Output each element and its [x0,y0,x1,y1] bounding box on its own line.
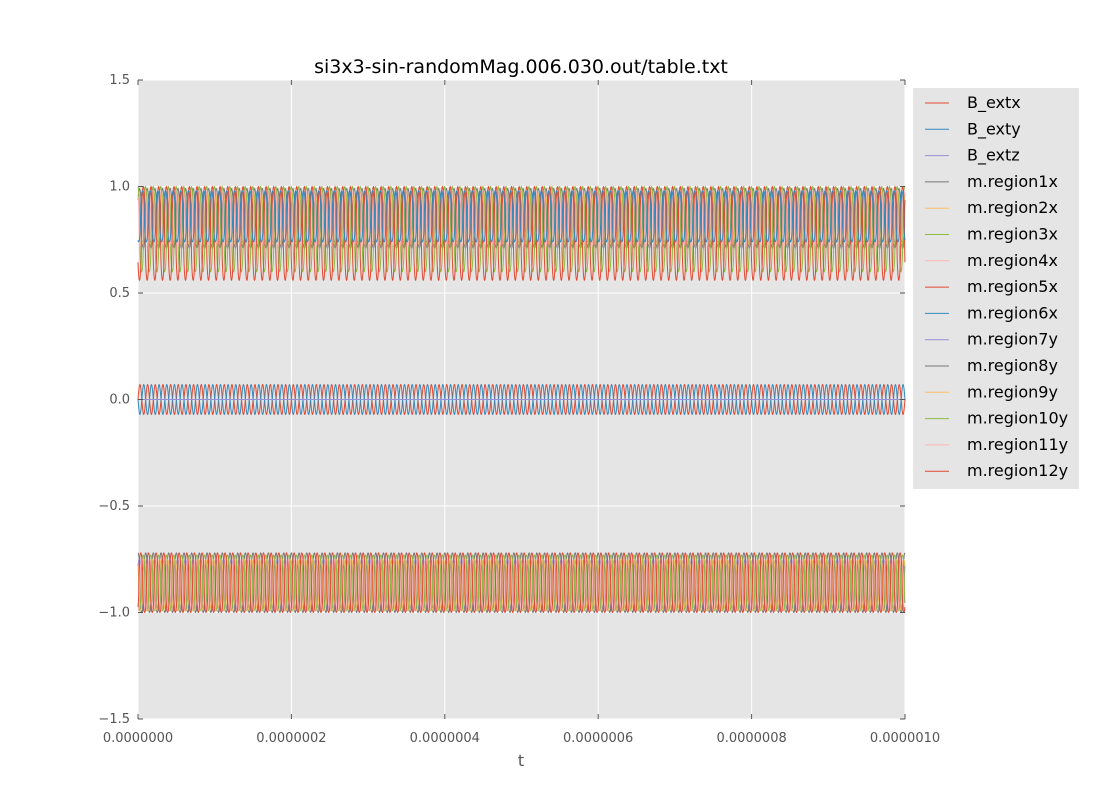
legend-box [913,88,1079,489]
y-tick-label: 0.0 [109,393,130,408]
y-tick-label: 1.0 [109,180,130,195]
x-tick-label: 0.0000004 [410,731,480,746]
legend-entry: m.region9y [967,382,1058,401]
legend: B_extx B_exty B_extz m.region1x m.region2x m.… [913,88,1079,489]
x-axis-label: t [518,751,524,770]
series-line-m-region12y [137,552,906,614]
x-tick-label: 0.0000002 [256,731,326,746]
x-tick-label: 0.0000008 [716,731,786,746]
legend-entry: B_extx [967,93,1021,113]
y-tick-label: 1.5 [109,73,130,88]
series-line-m-region4x [137,190,906,247]
chart-title: si3x3-sin-randomMag.006.030.out/table.tx… [314,56,728,78]
legend-entry: m.region12y [967,461,1068,480]
ticks: 0.0000000 0.0000002 0.0000004 0.0000006 0.00… [98,73,940,746]
legend-entry: m.region1x [967,172,1058,191]
legend-entry: m.region2x [967,198,1058,217]
legend-entry: m.region10y [967,409,1068,428]
legend-entry: m.region5x [967,277,1058,296]
legend-entry: m.region3x [967,225,1058,244]
legend-entry: B_exty [967,119,1021,139]
y-tick-label: −0.5 [98,499,130,514]
y-tick-label: 0.5 [109,286,130,301]
legend-entry: m.region4x [967,251,1058,270]
legend-entry: m.region7y [967,330,1058,349]
legend-entry: m.region6x [967,303,1058,322]
y-tick-label: −1.0 [98,606,130,621]
y-tick-label: −1.5 [98,712,130,727]
legend-entry: m.region11y [967,435,1068,454]
series-line-m-region5x [137,185,906,281]
x-tick-label: 0.0000006 [563,731,633,746]
series-layer [137,185,906,614]
x-tick-label: 0.0000010 [870,731,940,746]
legend-entry: B_extz [967,146,1020,166]
legend-entry: m.region8y [967,356,1058,375]
series-line-m-region6x [137,190,906,243]
x-tick-label: 0.0000000 [103,731,173,746]
